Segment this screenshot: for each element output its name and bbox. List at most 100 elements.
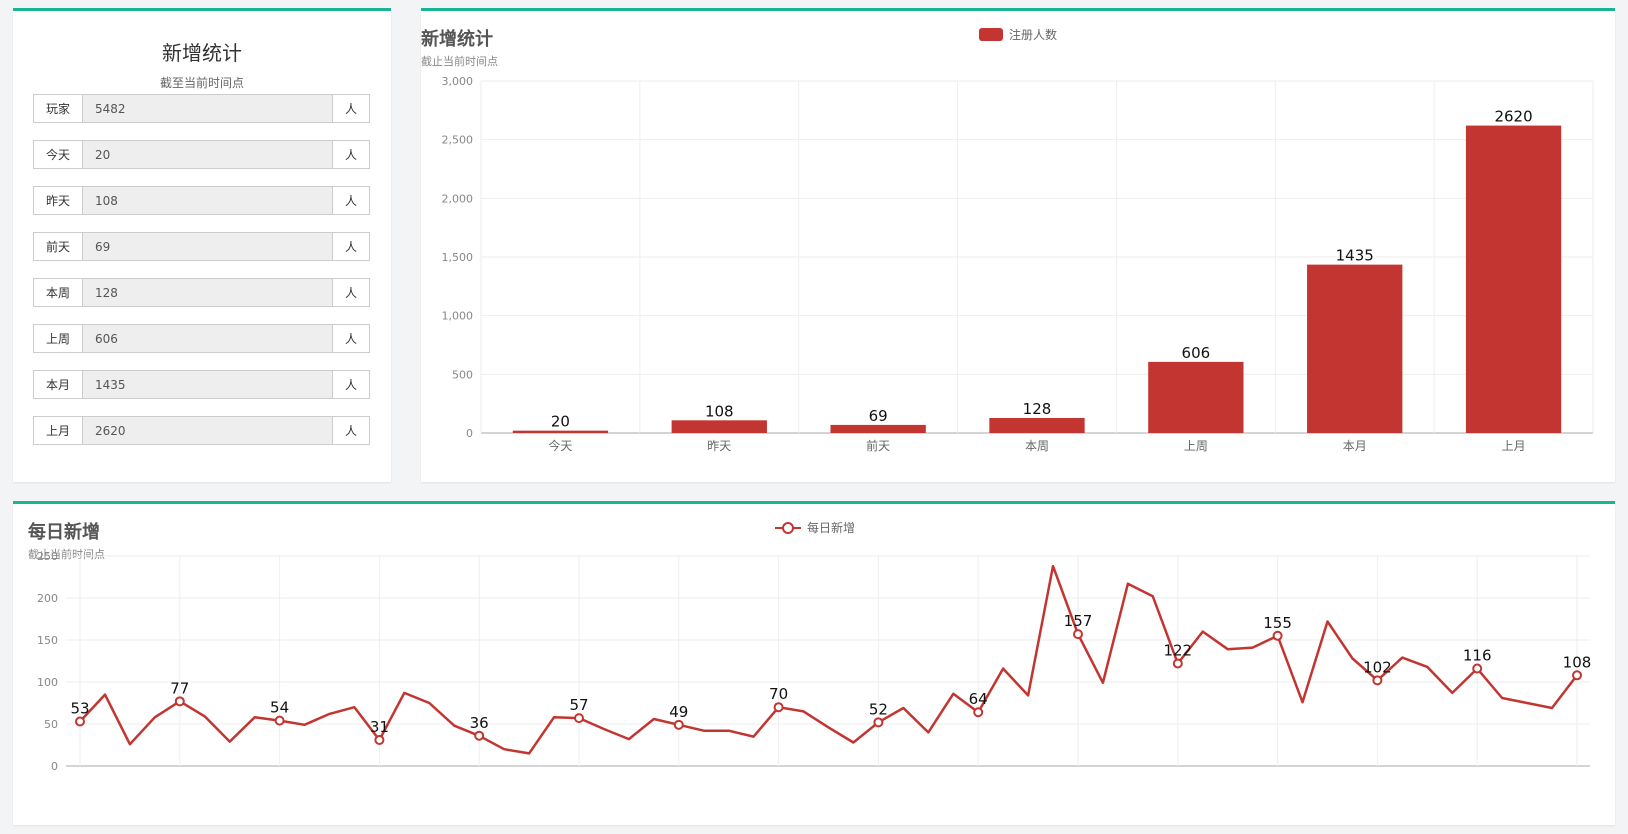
line-chart-panel: 每日新增 截止当前时间点 每日新增 0 50 100 150 200 250 53 77 54 3… (13, 501, 1615, 825)
y-tick-label: 200 (37, 592, 58, 605)
y-tick-label: 500 (452, 368, 473, 381)
data-point (274, 715, 285, 726)
bar-data-label: 606 (1182, 344, 1211, 362)
stat-row-unit: 人 (332, 95, 369, 122)
stat-row-label: 上周 (34, 325, 83, 352)
x-tick-label: 本月 (1343, 439, 1367, 453)
stat-row-value: 606 (83, 325, 332, 352)
data-point (75, 716, 85, 727)
data-point (973, 707, 984, 718)
data-point (374, 734, 385, 745)
line-chart-title: 每日新增 (28, 522, 100, 543)
line-chart: 0 50 100 150 200 250 53 77 54 31 36 57 49 70 52 64 157 12… (37, 550, 1592, 773)
stat-row: 上月 2620 人 (33, 416, 370, 445)
bar (1148, 361, 1244, 433)
point-data-label: 77 (170, 679, 189, 697)
stat-row: 玩家 5482 人 (33, 94, 370, 123)
bar (1465, 125, 1562, 433)
stat-row: 昨天 108 人 (33, 186, 370, 215)
stat-row-unit: 人 (332, 187, 369, 214)
x-tick-label: 上周 (1184, 439, 1208, 453)
data-point (773, 702, 784, 713)
stat-row-label: 昨天 (34, 187, 83, 214)
stats-panel: 新增统计 截至当前时间点 玩家 5482 人今天 20 人昨天 108 人前天 69 人本周 12… (13, 8, 391, 482)
data-point (174, 696, 185, 707)
y-tick-label: 2,000 (442, 192, 474, 205)
y-tick-label: 3,000 (442, 75, 474, 88)
stat-row-unit: 人 (332, 325, 369, 352)
x-tick-label: 本周 (1025, 439, 1049, 453)
legend-label: 每日新增 (807, 521, 856, 535)
y-tick-label: 0 (466, 427, 473, 440)
stat-row-value: 2620 (83, 417, 332, 444)
bar (1307, 264, 1403, 433)
stat-row-label: 前天 (34, 233, 83, 260)
bar (830, 424, 926, 433)
y-tick-label: 2,500 (442, 134, 474, 147)
line-chart-subtitle: 截止当前时间点 (28, 548, 105, 561)
data-point (673, 719, 684, 730)
stat-row-value: 1435 (83, 371, 332, 398)
point-data-label: 122 (1163, 642, 1192, 660)
bar-chart-legend[interactable]: 注册人数 (979, 26, 1057, 43)
bar (989, 417, 1085, 433)
point-data-label: 54 (270, 699, 289, 717)
data-point (1073, 629, 1083, 640)
bar-chart: 0 500 1,000 1,500 2,000 2,500 3,000 20 今天 108 昨天 69… (442, 75, 1594, 453)
point-data-label: 155 (1263, 614, 1292, 632)
point-data-label: 31 (370, 718, 389, 736)
stat-row: 今天 20 人 (33, 140, 370, 169)
stat-row-value: 69 (83, 233, 332, 260)
legend-label: 注册人数 (1009, 28, 1058, 42)
data-point (1472, 663, 1483, 674)
data-point (1372, 675, 1383, 686)
stats-title: 新增统计 (162, 41, 242, 65)
bar-chart-title: 新增统计 (421, 29, 493, 50)
point-data-label: 52 (869, 700, 888, 718)
stat-row-value: 5482 (83, 95, 332, 122)
y-tick-label: 150 (37, 634, 58, 647)
point-data-label: 157 (1064, 612, 1093, 630)
x-tick-label: 昨天 (707, 439, 731, 453)
y-tick-label: 1,500 (442, 251, 474, 264)
stat-row: 前天 69 人 (33, 232, 370, 261)
stat-row-unit: 人 (332, 141, 369, 168)
stats-subtitle: 截至当前时间点 (159, 76, 244, 90)
bar-data-label: 69 (869, 407, 888, 425)
point-data-label: 49 (669, 703, 688, 721)
bar-data-label: 2620 (1494, 108, 1532, 126)
data-point (1572, 670, 1582, 681)
x-tick-label: 前天 (866, 438, 890, 453)
data-point (1272, 630, 1283, 641)
stat-row: 本周 128 人 (33, 278, 370, 307)
bar-data-label: 20 (551, 413, 570, 431)
point-data-label: 108 (1563, 653, 1592, 671)
bar-data-label: 1435 (1336, 247, 1374, 265)
stat-row-unit: 人 (332, 417, 369, 444)
line-chart-legend[interactable]: 每日新增 (775, 519, 855, 536)
stat-row-label: 本月 (34, 371, 83, 398)
stat-row-label: 本周 (34, 279, 83, 306)
x-tick-label: 今天 (548, 438, 572, 453)
data-point (873, 717, 884, 728)
stat-row-value: 20 (83, 141, 332, 168)
bar-chart-panel: 新增统计 截止当前时间点 注册人数 0 500 1,000 1,500 2,000 2,5… (421, 8, 1615, 482)
stat-row-label: 今天 (34, 141, 83, 168)
y-tick-label: 250 (37, 550, 58, 563)
data-point (574, 713, 584, 724)
bar-chart-subtitle: 截止当前时间点 (421, 55, 498, 68)
data-point (1172, 658, 1183, 669)
legend-swatch-icon (979, 28, 1003, 41)
bar-data-label: 108 (705, 402, 734, 420)
stat-row-value: 128 (83, 279, 332, 306)
legend-line-icon (775, 521, 801, 534)
y-tick-label: 0 (51, 760, 58, 773)
point-data-label: 64 (969, 690, 988, 708)
series-line (79, 564, 1578, 755)
point-data-label: 70 (769, 685, 788, 703)
bar (671, 420, 767, 433)
y-tick-label: 1,000 (442, 310, 474, 323)
bar (512, 430, 609, 433)
data-point (474, 730, 485, 741)
stat-row-unit: 人 (332, 371, 369, 398)
